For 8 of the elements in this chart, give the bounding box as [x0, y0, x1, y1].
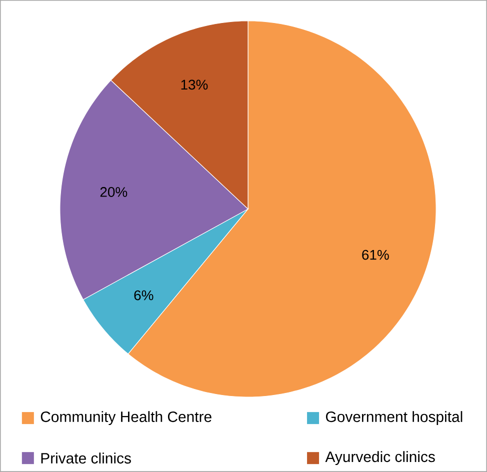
- legend-label: Ayurvedic clinics: [325, 451, 435, 466]
- legend-label: Government hospital: [326, 411, 462, 426]
- data-label: 13%: [181, 80, 208, 90]
- data-label: 20%: [100, 187, 128, 197]
- data-label: 61%: [362, 250, 389, 260]
- data-label: 6%: [134, 290, 154, 300]
- legend-label: Community Health Centre: [40, 411, 212, 426]
- legend-label: Private clinics: [41, 452, 131, 464]
